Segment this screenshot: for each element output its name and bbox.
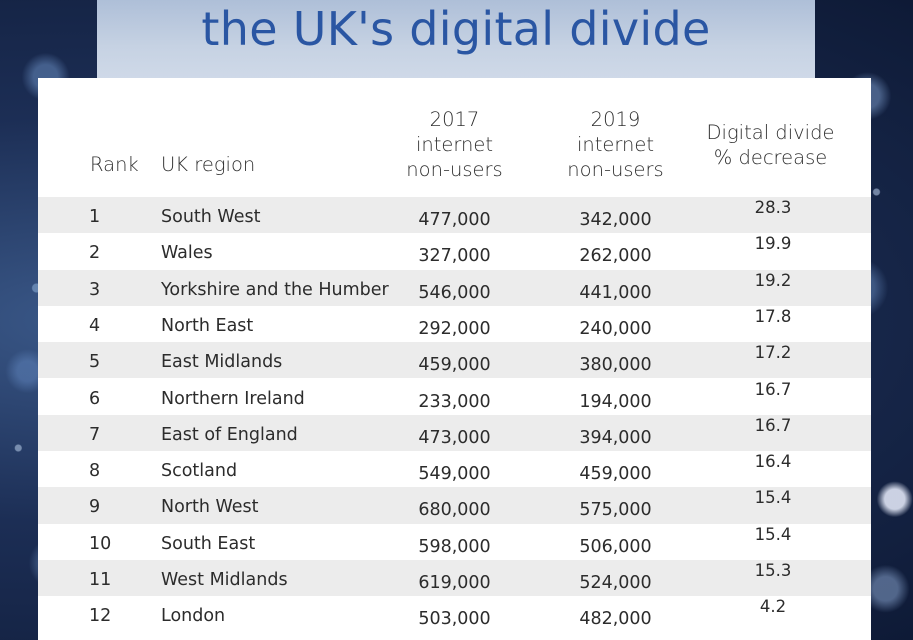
rank-cell: 8 (89, 461, 101, 482)
users-2017-cell: 503,000 (418, 609, 491, 630)
table-row: 12 London 503,000 482,000 4.2 (38, 596, 871, 632)
header-2017: 2017 internet non-users (393, 107, 516, 182)
decrease-cell: 19.2 (754, 270, 792, 290)
decrease-cell: 4.2 (759, 597, 787, 617)
decrease-cell: 28.3 (754, 198, 792, 217)
region-cell: North East (161, 315, 254, 336)
rank-cell: 5 (89, 352, 101, 373)
rank-cell: 3 (89, 279, 101, 300)
region-cell: East Midlands (161, 352, 283, 373)
decrease-cell: 19.9 (754, 234, 792, 254)
table-row: 5 East Midlands 459,000 380,000 17.2 (38, 342, 871, 379)
rank-cell: 1 (89, 207, 101, 227)
header-2019-line-2: internet (576, 133, 655, 156)
table-row: 6 Northern Ireland 233,000 194,000 16.7 (38, 379, 871, 415)
decrease-cell: 15.3 (754, 561, 792, 580)
region-cell: South West (161, 207, 261, 227)
users-2017-cell: 233,000 (418, 391, 491, 412)
region-cell: Yorkshire and the Humber (161, 279, 389, 300)
header-2017-line-1: 2017 (429, 108, 480, 131)
header-decrease-line-1: Digital divide (706, 121, 835, 144)
region-cell: South East (161, 533, 256, 554)
users-2017-cell: 619,000 (418, 573, 491, 593)
header-rank: Rank (90, 153, 139, 176)
users-2017-cell: 477,000 (418, 210, 491, 230)
header-decrease-line-2: % decrease (713, 146, 828, 169)
decrease-cell: 17.8 (754, 306, 792, 326)
table-row: 7 East of England 473,000 394,000 16.7 (38, 414, 871, 452)
decrease-cell: 17.2 (754, 343, 792, 363)
users-2019-cell: 262,000 (579, 246, 652, 267)
region-cell: East of England (161, 424, 298, 445)
table-card: Rank UK region 2017 internet non-users 2… (38, 78, 871, 640)
decrease-cell: 16.7 (754, 415, 792, 435)
decrease-cell: 15.4 (754, 488, 792, 508)
users-2019-cell: 482,000 (579, 609, 652, 630)
users-2019-cell: 575,000 (579, 500, 652, 521)
decrease-cell: 16.7 (754, 379, 792, 399)
users-2019-cell: 506,000 (579, 536, 652, 557)
header-2017-line-3: non-users (406, 158, 503, 181)
table-row: 9 North West 680,000 575,000 15.4 (38, 487, 871, 524)
region-cell: Wales (161, 243, 213, 264)
table-row: 4 North East 292,000 240,000 17.8 (38, 306, 871, 342)
table-row: 2 Wales 327,000 262,000 19.9 (38, 233, 871, 269)
rank-cell: 12 (89, 606, 112, 627)
users-2019-cell: 380,000 (579, 355, 652, 376)
users-2019-cell: 459,000 (579, 464, 652, 485)
rank-cell: 10 (89, 533, 112, 554)
users-2017-cell: 549,000 (418, 464, 491, 485)
header-decrease: Digital divide % decrease (698, 120, 843, 170)
users-2017-cell: 459,000 (418, 355, 491, 376)
table-row: 3 Yorkshire and the Humber 546,000 441,000 1… (38, 269, 871, 306)
rank-cell: 7 (89, 424, 101, 445)
region-cell: North West (161, 497, 259, 518)
users-2017-cell: 292,000 (418, 318, 491, 339)
decrease-cell: 15.4 (754, 524, 792, 544)
users-2017-cell: 546,000 (418, 282, 491, 303)
header-region: UK region (161, 153, 256, 176)
users-2019-cell: 240,000 (579, 318, 652, 339)
header-2019-line-1: 2019 (590, 108, 641, 131)
page-title: the UK's digital divide (201, 2, 711, 56)
rank-cell: 2 (89, 243, 101, 264)
users-2019-cell: 524,000 (579, 573, 652, 593)
users-2019-cell: 194,000 (579, 391, 652, 412)
users-2017-cell: 598,000 (418, 536, 491, 557)
rank-cell: 6 (89, 388, 101, 409)
title-band: the UK's digital divide (97, 0, 815, 78)
users-2017-cell: 473,000 (418, 427, 491, 448)
rank-cell: 4 (89, 315, 101, 336)
header-2019: 2019 internet non-users (554, 107, 677, 182)
region-cell: Scotland (161, 461, 238, 482)
table-row: 11 West Midlands 619,000 524,000 15.3 (38, 560, 871, 597)
table-row: 8 Scotland 549,000 459,000 16.4 (38, 451, 871, 487)
region-cell: London (161, 606, 226, 627)
users-2019-cell: 441,000 (579, 282, 652, 303)
table-row: 1 South West 477,000 342,000 28.3 (38, 197, 871, 234)
rank-cell: 9 (89, 497, 101, 518)
rank-cell: 11 (89, 570, 112, 590)
users-2019-cell: 342,000 (579, 210, 652, 230)
region-cell: Northern Ireland (161, 388, 305, 409)
header-2019-line-3: non-users (567, 158, 664, 181)
users-2017-cell: 327,000 (418, 246, 491, 267)
decrease-cell: 16.4 (754, 452, 792, 472)
table-row: 10 South East 598,000 506,000 15.4 (38, 524, 871, 560)
region-cell: West Midlands (161, 570, 288, 590)
header-2017-line-2: internet (415, 133, 494, 156)
users-2019-cell: 394,000 (579, 427, 652, 448)
users-2017-cell: 680,000 (418, 500, 491, 521)
